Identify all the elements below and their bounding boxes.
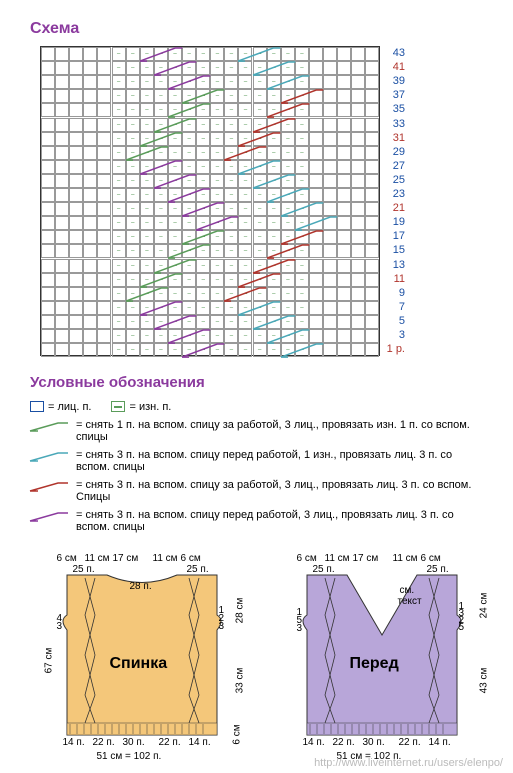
- measurement-label: 6 см: [297, 553, 317, 564]
- measurement-label: 14 п.: [63, 737, 85, 748]
- measurement-label: 6 см: [57, 553, 77, 564]
- measurement-label: 22 п.: [159, 737, 181, 748]
- row-label: 23: [393, 188, 405, 200]
- row-label: 3: [399, 329, 405, 341]
- row-label: 5: [399, 315, 405, 327]
- row-label: 21: [393, 202, 405, 214]
- measurement-label: 14 п.: [303, 737, 325, 748]
- legend-cable-row: = снять 3 п. на вспом. спицу перед работ…: [30, 449, 483, 473]
- schematic-title: Перед: [350, 655, 399, 673]
- measurement-label: 17 см: [353, 553, 379, 564]
- measurement-label: 30 п.: [363, 737, 385, 748]
- schematic-title: Спинка: [110, 655, 168, 673]
- measurement-label: 67 см: [43, 648, 54, 674]
- legend-cable-text: = снять 3 п. на вспом. спицу перед работ…: [76, 449, 483, 473]
- row-label: 11: [394, 273, 405, 285]
- row-label: 29: [393, 146, 405, 158]
- measurement-label: текст: [398, 596, 422, 607]
- measurement-label: 14 п.: [429, 737, 451, 748]
- measurement-label: 6 см: [421, 553, 441, 564]
- measurement-label: 3: [219, 621, 225, 632]
- legend-text: = изн. п.: [129, 401, 171, 413]
- measurement-label: 3: [297, 623, 303, 634]
- measurement-label: 3: [57, 621, 63, 632]
- measurement-label: 14 п.: [189, 737, 211, 748]
- measurement-label: 30 п.: [123, 737, 145, 748]
- row-label: 15: [393, 244, 405, 256]
- legend-cable-text: = снять 3 п. на вспом. спицу за работой,…: [76, 479, 483, 503]
- legend-cable-text: = снять 3 п. на вспом. спицу перед работ…: [76, 509, 483, 533]
- row-label: 33: [393, 118, 405, 130]
- legend-title: Условные обозначения: [30, 374, 483, 391]
- measurement-label: 11 см: [325, 553, 350, 564]
- row-label: 37: [393, 89, 405, 101]
- measurement-label: 6 см: [181, 553, 201, 564]
- legend-symbol-row: = лиц. п. = изн. п.: [30, 401, 483, 413]
- row-label: 31: [393, 132, 405, 144]
- legend-text: = лиц. п.: [48, 401, 91, 413]
- row-label: 41: [393, 61, 405, 73]
- legend-cable-text: = снять 1 п. на вспом. спицу за работой,…: [76, 419, 483, 443]
- measurement-label: 51 см = 102 п.: [97, 751, 162, 762]
- stitch-chart: 434139373533312927252321191715131197531 …: [40, 46, 380, 356]
- measurement-label: 11 см: [393, 553, 418, 564]
- row-label: 13: [393, 259, 405, 271]
- measurement-label: 22 п.: [399, 737, 421, 748]
- measurement-label: 28 см: [234, 598, 245, 624]
- row-label: 17: [393, 230, 405, 242]
- measurement-label: 11 см: [85, 553, 110, 564]
- measurement-label: 22 п.: [333, 737, 355, 748]
- measurement-label: 43 см: [478, 668, 489, 694]
- legend-cable-row: = снять 1 п. на вспом. спицу за работой,…: [30, 419, 483, 443]
- row-label: 1 р.: [387, 343, 405, 355]
- row-label: 35: [393, 103, 405, 115]
- measurement-label: 22 п.: [93, 737, 115, 748]
- measurement-label: 33 см: [234, 668, 245, 694]
- schematic-back: 6 см11 см17 см11 см6 см25 п.25 п.28 п.Сп…: [32, 553, 242, 753]
- row-label: 9: [399, 287, 405, 299]
- row-label: 39: [393, 75, 405, 87]
- chart-title: Схема: [30, 20, 483, 38]
- schematic-front: 6 см11 см17 см11 см6 см25 п.25 п.см.текс…: [272, 553, 482, 753]
- row-label: 19: [393, 216, 405, 228]
- measurement-label: см.: [400, 585, 415, 596]
- row-label: 43: [393, 47, 405, 59]
- measurement-label: 25 п.: [313, 564, 335, 575]
- measurement-label: 17 см: [113, 553, 139, 564]
- legend-cable-row: = снять 3 п. на вспом. спицу за работой,…: [30, 479, 483, 503]
- measurement-label: 25 п.: [427, 564, 449, 575]
- watermark: http://www.liveinternet.ru/users/elenpo/: [314, 757, 503, 769]
- row-label: 27: [393, 160, 405, 172]
- measurement-label: 28 п.: [130, 581, 152, 592]
- measurement-label: 24 см: [478, 593, 489, 619]
- measurement-label: 25 п.: [187, 564, 209, 575]
- row-label: 25: [393, 174, 405, 186]
- row-label: 7: [399, 301, 405, 313]
- measurement-label: 11 см: [153, 553, 178, 564]
- measurement-label: 25 п.: [73, 564, 95, 575]
- legend-cable-row: = снять 3 п. на вспом. спицу перед работ…: [30, 509, 483, 533]
- measurement-label: 6 см: [231, 724, 242, 744]
- measurement-label: 5: [459, 622, 465, 633]
